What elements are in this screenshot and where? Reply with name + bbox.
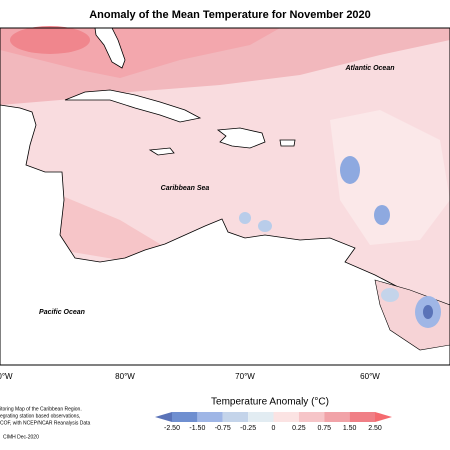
- colorbar-segment: [324, 412, 350, 422]
- colorbar-segment: [273, 412, 299, 422]
- footnote: COF, with NCEP/NCAR Reanalysis Data: [0, 420, 91, 426]
- colorbar-segment: [197, 412, 223, 422]
- cool-spot: [258, 220, 272, 232]
- map: Atlantic Ocean Caribbean Sea Pacific Oce…: [0, 26, 450, 366]
- cool-spot: [239, 212, 251, 224]
- footnote: egrating station based observations,: [0, 413, 80, 419]
- cool-spot: [381, 288, 399, 302]
- ocean-label: Pacific Ocean: [39, 309, 85, 316]
- puerto-rico: [279, 139, 296, 147]
- footnote: itoring Map of the Caribbean Region.: [0, 406, 82, 412]
- colorbar-segment: [248, 412, 274, 422]
- colorbar-segment: [349, 412, 375, 422]
- cool-spot: [374, 205, 390, 225]
- ocean-label: Atlantic Ocean: [344, 65, 394, 72]
- hispaniola: [216, 127, 266, 149]
- colorbar-tick-label: 0: [272, 425, 276, 432]
- colorbar: -2.50 -1.50 -0.75 -0.25 0 0.25 0.75 1.50 2.50: [155, 412, 392, 432]
- longitude-label: 0°W: [0, 372, 13, 381]
- mild-area: [330, 110, 450, 245]
- colorbar-tick-label: 1.50: [343, 425, 357, 432]
- colorbar-end: [375, 412, 392, 422]
- colorbar-tick-label: -0.25: [240, 425, 256, 432]
- colorbar-end: [155, 412, 172, 422]
- colorbar-tick-label: 2.50: [368, 425, 382, 432]
- footnote: CIMH Dec-2020: [3, 434, 39, 440]
- colorbar-tick-label: -0.75: [215, 425, 231, 432]
- longitude-label: 70°W: [235, 372, 255, 381]
- colorbar-tick-label: 0.75: [317, 425, 331, 432]
- legend-title: Temperature Anomaly (°C): [211, 397, 329, 408]
- colorbar-tick-label: -1.50: [189, 425, 205, 432]
- cuba: [64, 89, 202, 123]
- cool-spot: [340, 156, 360, 184]
- hot-spot: [10, 26, 90, 54]
- colorbar-tick-label: -2.50: [164, 425, 180, 432]
- longitude-label: 60°W: [360, 372, 380, 381]
- colorbar-tick-label: 0.25: [292, 425, 306, 432]
- map-frame: [0, 27, 450, 366]
- ocean-label: Caribbean Sea: [161, 185, 210, 192]
- jamaica: [148, 147, 175, 156]
- florida: [94, 27, 126, 69]
- colorbar-segment: [222, 412, 249, 422]
- title: Anomaly of the Mean Temperature for Nove…: [89, 9, 371, 21]
- colorbar-segment: [298, 412, 325, 422]
- colorbar-segment: [172, 412, 198, 422]
- cool-core: [423, 305, 433, 319]
- longitude-label: 80°W: [115, 372, 135, 381]
